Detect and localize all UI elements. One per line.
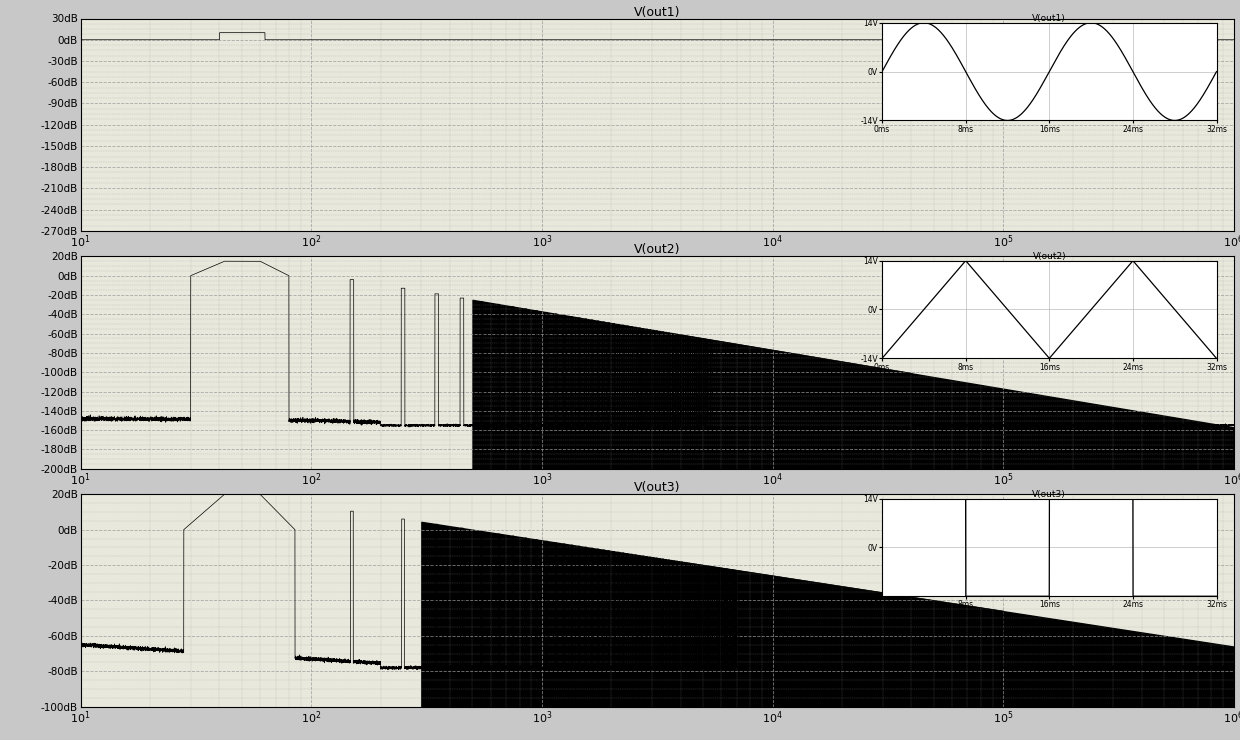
Title: V(out1): V(out1) bbox=[634, 5, 681, 18]
Title: V(out2): V(out2) bbox=[634, 243, 681, 256]
Title: V(out3): V(out3) bbox=[634, 481, 681, 494]
